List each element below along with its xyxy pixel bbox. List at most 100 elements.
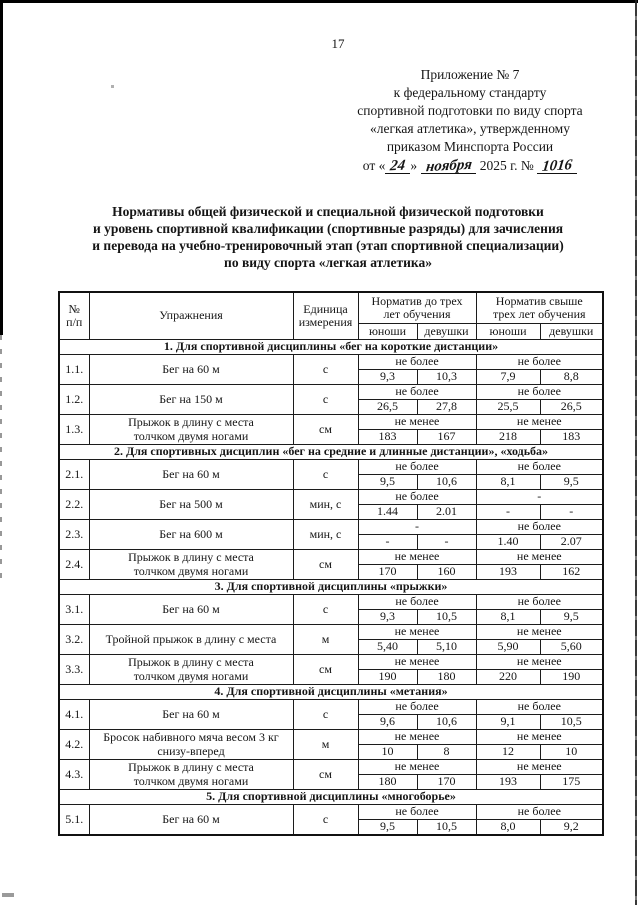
value-over3-boys: 1.40 <box>475 534 541 550</box>
exercise-name: Прыжок в длину с места толчком двумя нога… <box>88 549 294 580</box>
value-under3-boys: 180 <box>357 774 418 790</box>
value-over3-girls: 183 <box>539 429 604 445</box>
norm-label-under3: не менее <box>357 414 477 430</box>
exercise-name: Бросок набивного мяча весом 3 кг снизу-вп… <box>88 729 294 760</box>
value-under3-boys: 9,6 <box>357 714 418 730</box>
norm-label-under3: не более <box>357 594 477 610</box>
exercise-row: 3.1. Бег на 60 м с не более не более <box>58 594 604 625</box>
exercise-values-row: 183 167 218 183 <box>59 429 604 445</box>
value-over3-boys: 9,1 <box>475 714 541 730</box>
norm-label-under3: не более <box>357 459 477 475</box>
scan-border-right <box>635 0 637 905</box>
exercise-row: 2.3. Бег на 600 м мин, с - не более <box>58 519 604 550</box>
appendix-line: спортивной подготовки по виду спорта <box>357 103 583 118</box>
value-over3-boys: 7,9 <box>475 369 541 385</box>
value-under3-girls: 5,10 <box>416 639 477 655</box>
standards-table: № п/п Упражнения Единица измерения Нормати… <box>58 291 605 836</box>
exercise-name: Бег на 60 м <box>88 804 294 836</box>
exercise-values-row: 9,5 10,5 8,0 9,2 <box>59 819 604 836</box>
date-close-quote: » <box>410 158 418 173</box>
value-under3-boys: 1.44 <box>357 504 418 520</box>
value-over3-boys: 8,1 <box>475 474 541 490</box>
norm-label-under3: не более <box>357 489 477 505</box>
title-line: по виду спорта «легкая атлетика» <box>224 255 432 270</box>
norm-label-under3: не более <box>357 354 477 370</box>
appendix-line: к федеральному стандарту <box>393 85 547 100</box>
exercise-name: Прыжок в длину с места толчком двумя нога… <box>88 414 294 445</box>
value-over3-girls: - <box>539 504 604 520</box>
value-over3-boys: 193 <box>475 774 541 790</box>
value-over3-girls: 5,60 <box>539 639 604 655</box>
row-number: 1.3. <box>58 414 90 445</box>
norm-label-over3: не более <box>475 594 604 610</box>
value-over3-boys: 8,0 <box>475 819 541 836</box>
unit-of-measure: с <box>292 354 359 385</box>
value-over3-boys: 25,5 <box>475 399 541 415</box>
norm-label-over3: не более <box>475 804 604 820</box>
section-title: 2. Для спортивных дисциплин «бег на сред… <box>58 444 604 460</box>
exercise-row: 1.3. Прыжок в длину с места толчком двумя … <box>58 414 604 445</box>
header-girls-over3: девушки <box>539 323 604 340</box>
title-line: и перевода на учебно-тренировочный этап … <box>92 238 564 253</box>
row-number: 3.2. <box>58 624 90 655</box>
value-under3-boys: 183 <box>357 429 418 445</box>
value-under3-girls: 10,6 <box>416 714 477 730</box>
norm-label-over3: не более <box>475 459 604 475</box>
value-under3-boys: 26,5 <box>357 399 418 415</box>
value-under3-boys: 5,40 <box>357 639 418 655</box>
appendix-line: Приложение № 7 <box>420 67 520 82</box>
section-row: 2. Для спортивных дисциплин «бег на сред… <box>58 444 604 460</box>
norm-label-under3: не менее <box>357 624 477 640</box>
unit-of-measure: с <box>292 384 359 415</box>
exercise-values-row: - -1.40 2.07 <box>59 534 604 550</box>
standards-table-body: 1. Для спортивной дисциплины «бег на кор… <box>58 339 604 836</box>
decree-number-blank: 1016 <box>537 157 578 175</box>
unit-of-measure: м <box>292 624 359 655</box>
value-under3-girls: 10,5 <box>416 609 477 625</box>
value-under3-boys: 9,5 <box>357 474 418 490</box>
scan-border-left-dashes <box>0 335 2 585</box>
header-boys-under3: юноши <box>357 323 418 340</box>
norm-label-under3: не более <box>357 699 477 715</box>
exercise-name: Бег на 500 м <box>88 489 294 520</box>
norm-label-over3: не более <box>475 384 604 400</box>
exercise-values-row: 9,5 10,6 8,1 9,5 <box>59 474 604 490</box>
appendix-line: «легкая атлетика», утвержденному <box>370 121 570 136</box>
value-under3-girls: 10,5 <box>416 819 477 836</box>
exercise-values-row: 10 8 12 10 <box>59 744 604 760</box>
title-line: Нормативы общей физической и специальной… <box>112 204 544 219</box>
date-month-blank: ноября <box>420 157 477 175</box>
norm-label-over3: не менее <box>475 414 604 430</box>
header-num: № п/п <box>58 291 90 340</box>
exercise-values-row: 5,40 5,10 5,90 5,60 <box>59 639 604 655</box>
value-over3-boys: 218 <box>475 429 541 445</box>
section-title: 4. Для спортивной дисциплины «метания» <box>58 684 604 700</box>
unit-of-measure: мин, с <box>292 519 359 550</box>
title-line: и уровень спортивной квалификации (спорт… <box>92 221 564 236</box>
unit-of-measure: с <box>292 459 359 490</box>
value-under3-girls: - <box>416 534 477 550</box>
norm-label-over3: не менее <box>475 624 604 640</box>
row-number: 2.1. <box>58 459 90 490</box>
norm-label-over3: - <box>475 489 604 505</box>
exercise-row: 1.2. Бег на 150 м с не более не более <box>58 384 604 415</box>
exercise-row: 1.1. Бег на 60 м с не более не более <box>58 354 604 385</box>
decree-date-line: от «24» ноября 2025 г. № 1016 <box>270 157 640 175</box>
value-over3-girls: 162 <box>539 564 604 580</box>
norm-label-over3: не более <box>475 354 604 370</box>
unit-of-measure: см <box>292 759 359 790</box>
section-row: 1. Для спортивной дисциплины «бег на кор… <box>58 339 604 355</box>
exercise-row: 2.1. Бег на 60 м с не более не более <box>58 459 604 490</box>
row-number: 1.2. <box>58 384 90 415</box>
value-over3-boys: 12 <box>475 744 541 760</box>
norm-label-over3: не менее <box>475 549 604 565</box>
value-over3-girls: 26,5 <box>539 399 604 415</box>
scan-artifact-dot <box>111 85 114 88</box>
handwritten-number: 1016 <box>541 157 574 175</box>
exercise-row: 2.2. Бег на 500 м мин, с не более - <box>58 489 604 520</box>
value-under3-boys: 9,3 <box>357 369 418 385</box>
section-title: 5. Для спортивной дисциплины «многоборье… <box>58 789 604 805</box>
header-boys-over3: юноши <box>475 323 541 340</box>
value-over3-boys: - <box>475 504 541 520</box>
value-under3-boys: - <box>357 534 418 550</box>
